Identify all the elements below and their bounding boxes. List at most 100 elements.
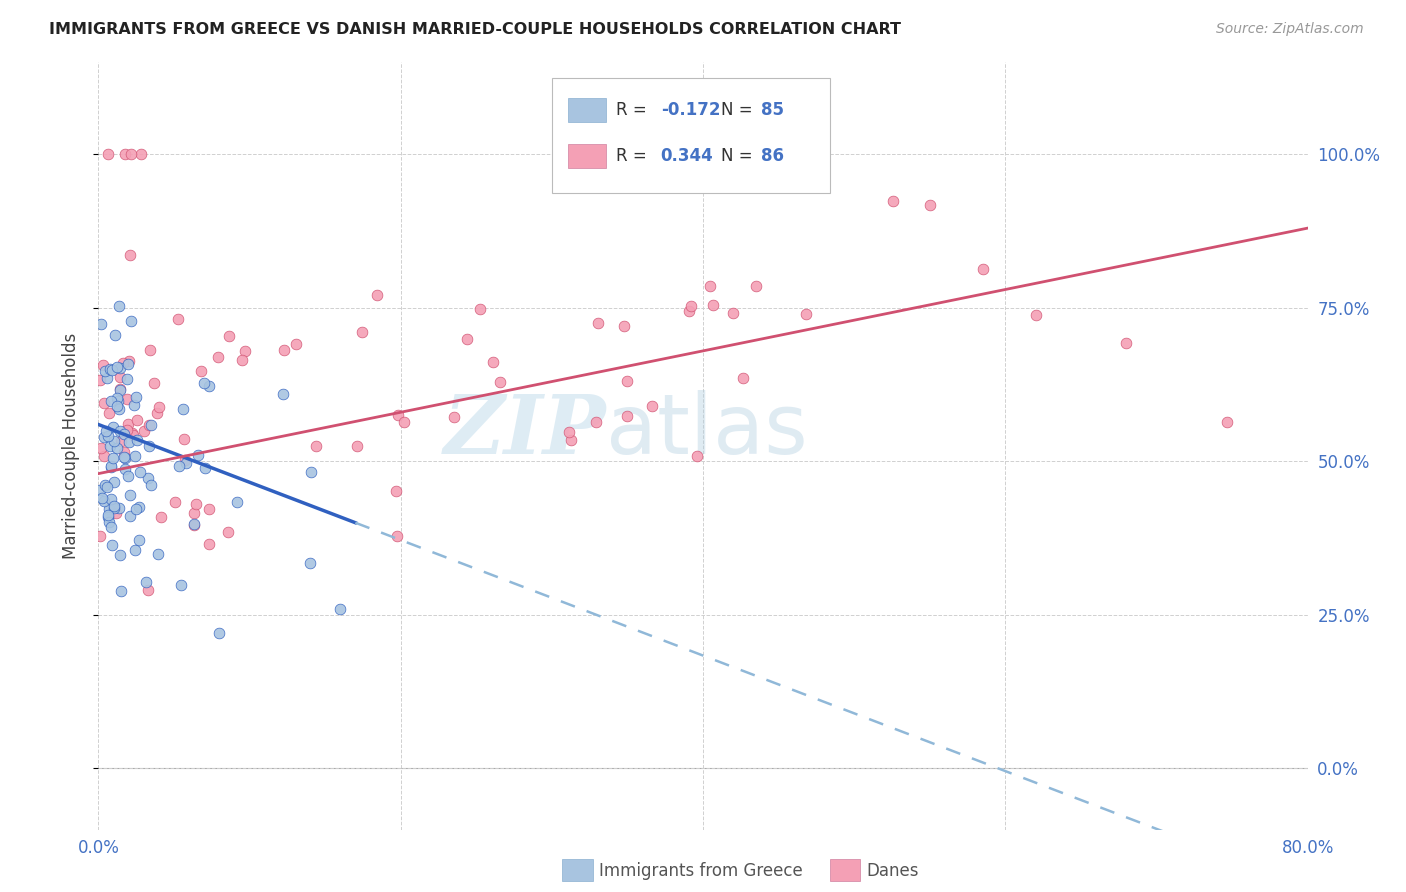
Point xyxy=(110,370,132,384)
Point xyxy=(100,538,122,552)
Text: Source: ZipAtlas.com: Source: ZipAtlas.com xyxy=(1216,22,1364,37)
Point xyxy=(183,517,205,532)
Point xyxy=(198,378,221,392)
Point xyxy=(97,429,120,443)
Point xyxy=(141,478,163,492)
Point xyxy=(299,465,322,479)
Point xyxy=(117,392,139,406)
Text: -0.172: -0.172 xyxy=(661,101,720,119)
Point xyxy=(127,434,149,448)
Point xyxy=(184,498,207,512)
Point xyxy=(114,147,136,161)
Point xyxy=(481,354,503,368)
Point xyxy=(366,288,388,302)
Point xyxy=(108,299,131,313)
Text: 85: 85 xyxy=(761,101,785,119)
Point xyxy=(285,336,308,351)
Point xyxy=(139,417,162,432)
Point xyxy=(173,453,195,467)
Point xyxy=(146,547,169,561)
Point xyxy=(110,434,132,448)
Point xyxy=(107,391,129,405)
Point xyxy=(110,548,132,562)
Point xyxy=(918,198,941,212)
Point xyxy=(91,359,114,373)
Point xyxy=(90,491,112,505)
Point xyxy=(218,329,240,343)
Point xyxy=(167,312,190,326)
Point xyxy=(120,147,142,161)
Point xyxy=(128,465,150,479)
Point xyxy=(233,344,256,359)
Point xyxy=(103,450,125,465)
Point xyxy=(124,450,146,464)
Point xyxy=(89,374,111,388)
Point xyxy=(100,440,122,454)
Point xyxy=(641,399,664,413)
Point xyxy=(100,520,122,534)
Point xyxy=(558,425,581,440)
Text: IMMIGRANTS FROM GREECE VS DANISH MARRIED-COUPLE HOUSEHOLDS CORRELATION CHART: IMMIGRANTS FROM GREECE VS DANISH MARRIED… xyxy=(49,22,901,37)
Point xyxy=(488,375,510,389)
Point xyxy=(98,515,121,529)
Point xyxy=(346,439,368,453)
Point xyxy=(118,353,141,368)
Point xyxy=(150,509,173,524)
Point xyxy=(103,500,125,515)
Text: ZIP: ZIP xyxy=(444,391,606,471)
FancyBboxPatch shape xyxy=(568,144,606,169)
Point xyxy=(183,518,205,533)
Point xyxy=(136,582,159,597)
Point xyxy=(114,445,136,459)
Point xyxy=(101,419,124,434)
Point xyxy=(139,343,162,357)
Point xyxy=(127,413,149,427)
Point xyxy=(103,500,125,514)
Point xyxy=(972,262,994,277)
Point xyxy=(143,376,166,391)
Point xyxy=(108,500,131,515)
Point xyxy=(217,524,239,539)
Point xyxy=(93,449,115,463)
Point xyxy=(387,408,409,422)
Point xyxy=(329,601,352,615)
Point xyxy=(138,417,160,432)
Point xyxy=(97,508,120,522)
Point xyxy=(686,449,709,463)
Point xyxy=(208,626,231,640)
Point xyxy=(120,488,142,502)
Text: Danes: Danes xyxy=(866,862,918,880)
Point xyxy=(97,147,120,161)
Y-axis label: Married-couple Households: Married-couple Households xyxy=(62,333,80,559)
FancyBboxPatch shape xyxy=(551,78,830,193)
Point xyxy=(103,475,125,490)
Point xyxy=(586,317,609,331)
Point xyxy=(118,509,141,524)
Point xyxy=(107,394,129,409)
Point xyxy=(100,491,122,506)
Point xyxy=(207,350,229,364)
Point xyxy=(117,417,139,431)
Point xyxy=(98,362,121,376)
Point xyxy=(108,361,131,376)
Point xyxy=(198,537,221,551)
Point xyxy=(194,460,217,475)
Point xyxy=(93,430,115,444)
Point xyxy=(129,147,152,161)
Point xyxy=(110,383,132,397)
Point xyxy=(616,409,638,424)
Point xyxy=(94,424,117,438)
Point xyxy=(118,435,141,450)
Point xyxy=(100,460,122,475)
Point xyxy=(174,457,197,471)
Point xyxy=(187,448,209,462)
Point xyxy=(470,301,492,316)
Point xyxy=(183,507,205,521)
Text: 86: 86 xyxy=(761,147,785,165)
Point xyxy=(132,424,155,438)
Point xyxy=(128,500,150,515)
Point xyxy=(117,468,139,483)
Point xyxy=(90,317,112,331)
Point xyxy=(114,461,136,475)
Point xyxy=(114,450,136,465)
